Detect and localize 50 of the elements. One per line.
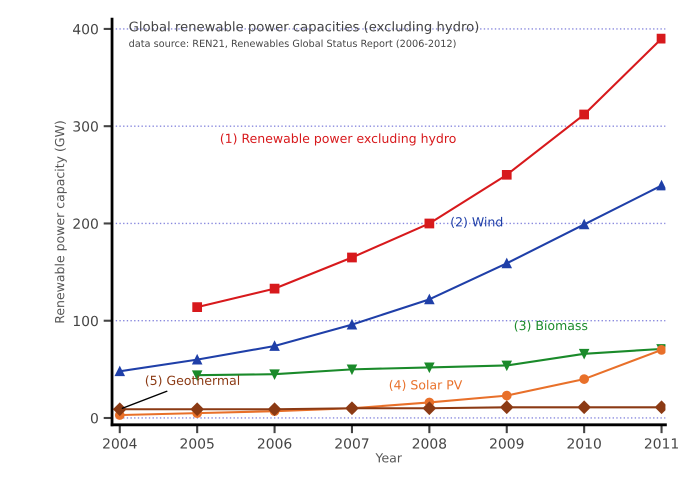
text: data source: REN21, Renewables Global Status Report (2006-2012): [129, 39, 456, 49]
y-tick-label: 300: [73, 121, 98, 132]
point: [656, 180, 666, 190]
x-tick-label: 2008: [412, 438, 446, 449]
point: [502, 390, 512, 400]
point: [424, 362, 434, 372]
point: [347, 320, 357, 330]
point: [579, 110, 590, 120]
point: [192, 302, 202, 312]
x-tick-label: 2009: [490, 438, 524, 449]
text: (2) Wind: [451, 216, 502, 228]
point: [270, 369, 280, 380]
x-tick-label: 2005: [180, 438, 214, 449]
series-label: (4) Solar PV: [390, 380, 462, 391]
text: (1) Renewable power excluding hydro: [220, 133, 456, 146]
y-tick-label: 200: [73, 218, 98, 229]
y-tick-label: 0: [90, 412, 98, 424]
point: [502, 258, 512, 268]
point: [502, 170, 512, 180]
x-tick-label: 2006: [258, 438, 292, 449]
x-tick-label: 2007: [335, 438, 368, 449]
point: [579, 374, 590, 384]
point: [656, 34, 666, 44]
point: [579, 348, 590, 359]
point: [192, 354, 202, 364]
y-tick-label: 400: [73, 24, 98, 34]
y-tick-label: 100: [74, 316, 98, 326]
point: [270, 341, 280, 351]
point: [114, 366, 125, 376]
x-tick-label: 2010: [568, 438, 601, 449]
point: [268, 402, 282, 416]
point: [502, 360, 512, 370]
point: [347, 252, 357, 262]
point: [578, 400, 591, 414]
point: [424, 218, 434, 228]
point: [422, 402, 436, 415]
point: [347, 364, 357, 374]
point: [113, 402, 126, 416]
point: [270, 284, 280, 294]
series-label: (3) Biomass: [514, 320, 588, 332]
x-tick-label: 2011: [644, 438, 678, 449]
point: [579, 220, 590, 230]
point: [424, 294, 434, 304]
point: [190, 402, 204, 416]
series-label: (5) Geothermal: [146, 375, 240, 387]
y-axis-title: Renewable power capacity (GW): [54, 121, 67, 323]
x-tick-label: 2004: [103, 438, 137, 449]
chart-title: Global renewable power capacities (excluding hydro): [129, 21, 478, 34]
point: [500, 400, 514, 414]
x-axis-title: Year: [375, 453, 402, 462]
